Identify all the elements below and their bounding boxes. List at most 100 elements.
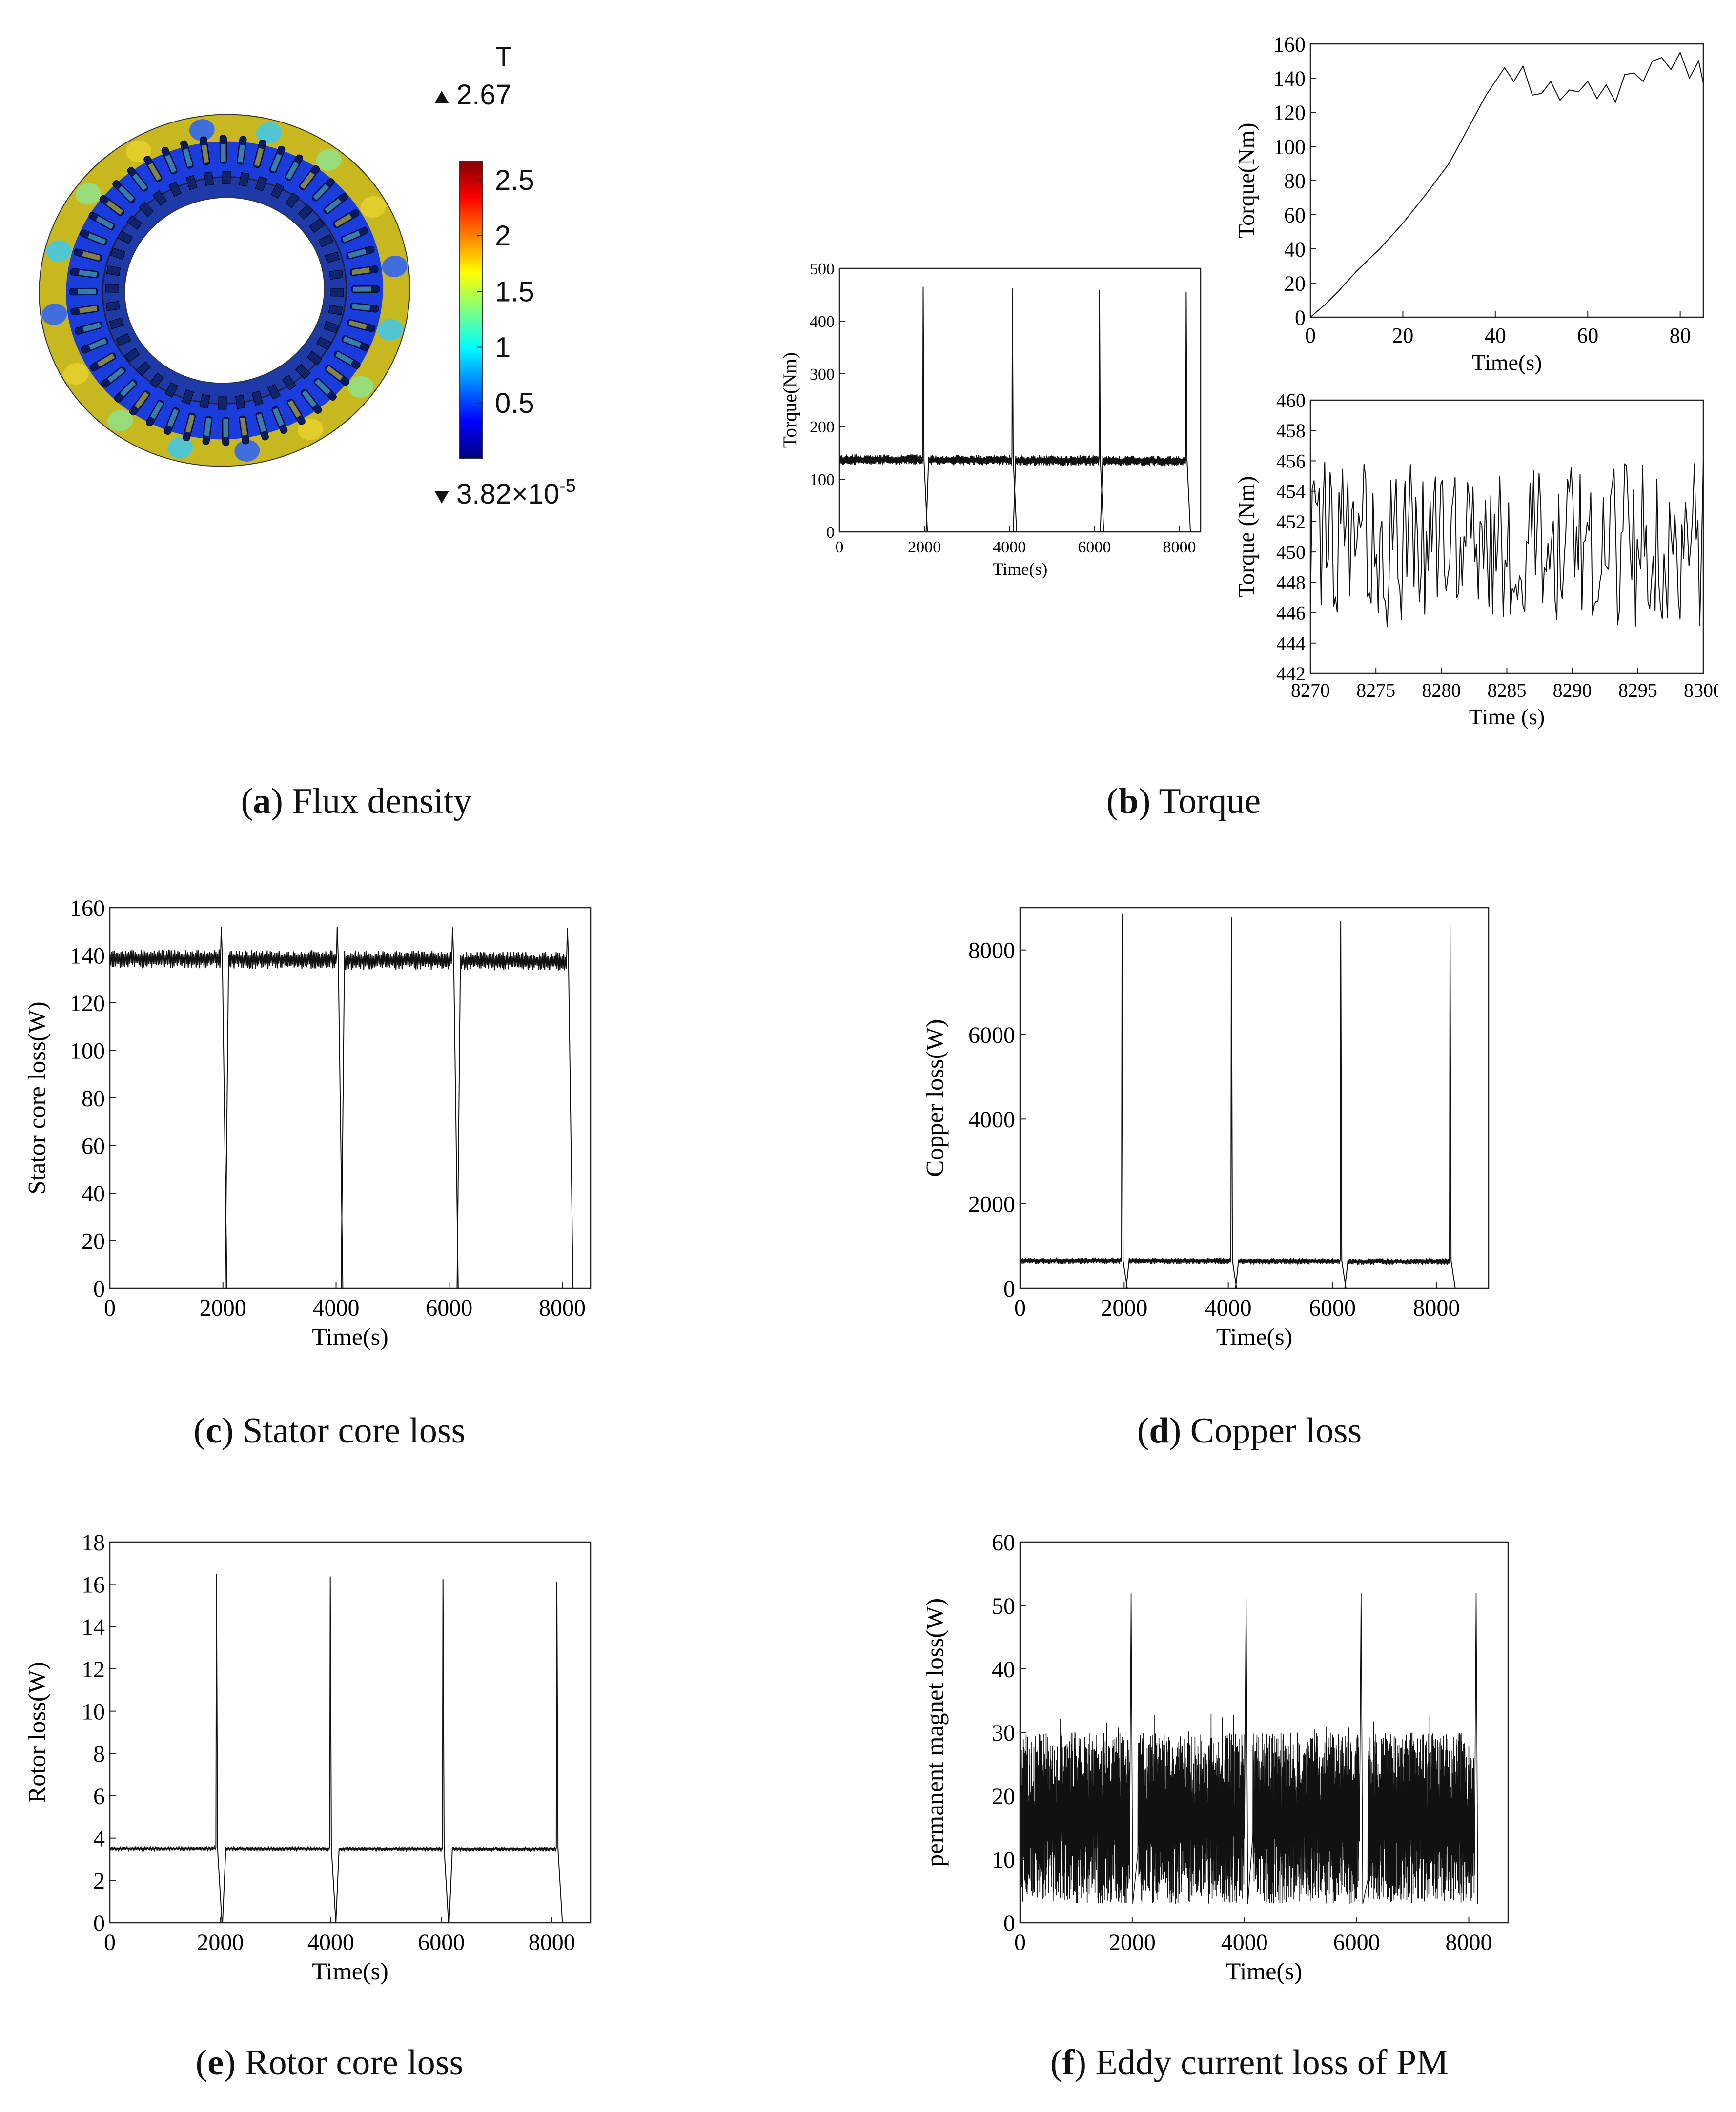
stator-slot bbox=[88, 211, 115, 230]
flux-hotspot bbox=[167, 437, 193, 459]
stator-slot bbox=[222, 417, 230, 446]
stator-slot bbox=[143, 156, 163, 182]
x-tick-label: 6000 bbox=[1309, 1295, 1356, 1321]
x-axis-label: Time(s) bbox=[993, 559, 1048, 579]
stator-slot bbox=[74, 321, 103, 335]
y-tick-label: 160 bbox=[1273, 32, 1306, 56]
y-tick-label: 200 bbox=[810, 418, 835, 436]
x-tick-label: 20 bbox=[1392, 324, 1413, 347]
y-tick-label: 446 bbox=[1276, 602, 1306, 624]
y-axis-label: Torque(Nm) bbox=[779, 352, 800, 448]
colorbar-ticks: 0.5 1 1.5 2 2.5 bbox=[477, 164, 534, 419]
y-tick-label: 0 bbox=[826, 524, 835, 542]
flux-hotspot bbox=[41, 303, 67, 325]
colorbar-tick-label: 2.5 bbox=[495, 164, 534, 196]
series-line bbox=[1020, 914, 1456, 1289]
colorbar-tick-label: 0.5 bbox=[495, 387, 534, 419]
stator-slot bbox=[346, 246, 375, 260]
rotor-magnet bbox=[105, 301, 120, 311]
y-tick-label: 30 bbox=[992, 1720, 1015, 1746]
stator-slot bbox=[333, 209, 359, 228]
colorbar-tick-label: 1 bbox=[495, 332, 511, 364]
flux-hotspot bbox=[75, 183, 101, 205]
rotor-magnet bbox=[117, 230, 133, 244]
stator-slot bbox=[271, 406, 288, 434]
stator-slot bbox=[99, 195, 124, 216]
x-tick-label: 2000 bbox=[197, 1929, 244, 1955]
x-axis-label: Time(s) bbox=[1472, 350, 1542, 375]
x-tick-label: 40 bbox=[1485, 324, 1506, 347]
y-tick-label: 444 bbox=[1276, 632, 1306, 654]
stator-slot bbox=[202, 416, 213, 445]
plot-frame bbox=[838, 267, 1202, 533]
flux-hotspot bbox=[377, 319, 403, 341]
flux-min-label: 3.82×10-5 bbox=[456, 476, 576, 510]
stator-slot bbox=[183, 412, 196, 441]
y-axis-label: Copper loss(W) bbox=[921, 1019, 949, 1177]
y-tick-label: 80 bbox=[82, 1086, 105, 1112]
rotor-magnet bbox=[218, 396, 227, 410]
series-line bbox=[839, 286, 1191, 532]
y-axis-label: permanent magnet loss(W) bbox=[921, 1598, 949, 1867]
caption-d: (d) Copper loss bbox=[1137, 1411, 1362, 1451]
rotor-magnets bbox=[105, 171, 344, 410]
x-tick-label: 8280 bbox=[1422, 679, 1461, 701]
stator-slot bbox=[145, 400, 164, 426]
stator-slot bbox=[325, 365, 350, 386]
x-tick-label: 4000 bbox=[313, 1295, 360, 1321]
y-tick-label: 10 bbox=[82, 1699, 105, 1725]
stator-slot bbox=[350, 302, 379, 313]
x-tick-label: 0 bbox=[1014, 1295, 1026, 1321]
rotor-magnet bbox=[309, 218, 325, 233]
y-tick-label: 20 bbox=[82, 1228, 105, 1254]
rotor-magnet bbox=[282, 375, 297, 391]
rotor-magnet bbox=[285, 192, 300, 208]
rotor-magnet bbox=[110, 247, 126, 260]
x-tick-label: 0 bbox=[104, 1295, 116, 1321]
stator-slot bbox=[200, 136, 210, 165]
stator-slot bbox=[114, 379, 137, 403]
flux-hotspot bbox=[189, 119, 215, 141]
stator-slot bbox=[101, 366, 126, 388]
x-tick-label: 2000 bbox=[908, 538, 941, 556]
y-tick-label: 140 bbox=[1273, 66, 1306, 90]
caption-a: (a) Flux density bbox=[241, 781, 472, 821]
y-tick-label: 0 bbox=[93, 1276, 105, 1302]
x-tick-label: 0 bbox=[104, 1929, 116, 1955]
rotor-magnet bbox=[105, 284, 119, 293]
torque-zoom-chart: 8270 8275 8280 8285 8290 8295 8300 442 444 446 448… bbox=[1234, 389, 1718, 729]
rotor-magnet bbox=[139, 202, 154, 217]
y-tick-label: 160 bbox=[70, 895, 105, 921]
y-tick-label: 60 bbox=[82, 1133, 105, 1159]
y-tick-label: 400 bbox=[810, 313, 835, 331]
rotor-magnet bbox=[318, 234, 334, 248]
y-tick-label: 456 bbox=[1276, 450, 1306, 472]
x-axis-label: Time(s) bbox=[312, 1957, 388, 1985]
rotor-magnet bbox=[325, 251, 340, 264]
y-tick-label: 6000 bbox=[968, 1022, 1015, 1048]
y-tick-label: 4 bbox=[93, 1826, 105, 1851]
flux-hotspot bbox=[298, 418, 324, 441]
stator-loss-chart: 0 2000 4000 6000 8000 0 20 40 60 80 100 120 140 160 Ti… bbox=[23, 895, 592, 1350]
plot-frame bbox=[1309, 399, 1704, 674]
flux-unit-label: T bbox=[495, 44, 512, 72]
stator-slot bbox=[81, 337, 109, 354]
series-line bbox=[1020, 1592, 1478, 1904]
stator-slot bbox=[161, 146, 178, 175]
y-tick-label: 18 bbox=[82, 1530, 105, 1556]
y-tick-label: 120 bbox=[70, 991, 105, 1016]
torque-startup-chart: 0 20 40 60 80 0 20 40 60 80 100 120 140 160 Time(s) Tor… bbox=[1234, 32, 1704, 375]
x-tick-label: 8000 bbox=[529, 1929, 575, 1955]
caption-f: (f) Eddy current loss of PM bbox=[1050, 2043, 1449, 2083]
y-tick-label: 100 bbox=[810, 471, 835, 489]
y-tick-label: 40 bbox=[82, 1181, 105, 1207]
caption-b: (b) Torque bbox=[1106, 781, 1261, 821]
x-tick-label: 4000 bbox=[1221, 1929, 1268, 1955]
rotor-magnet bbox=[204, 171, 214, 186]
stator-slot bbox=[285, 154, 304, 181]
y-tick-label: 16 bbox=[82, 1572, 105, 1598]
series-line bbox=[109, 1573, 563, 1923]
stator-slot bbox=[70, 268, 99, 279]
x-tick-label: 6000 bbox=[418, 1929, 465, 1955]
x-tick-label: 8290 bbox=[1553, 679, 1592, 701]
